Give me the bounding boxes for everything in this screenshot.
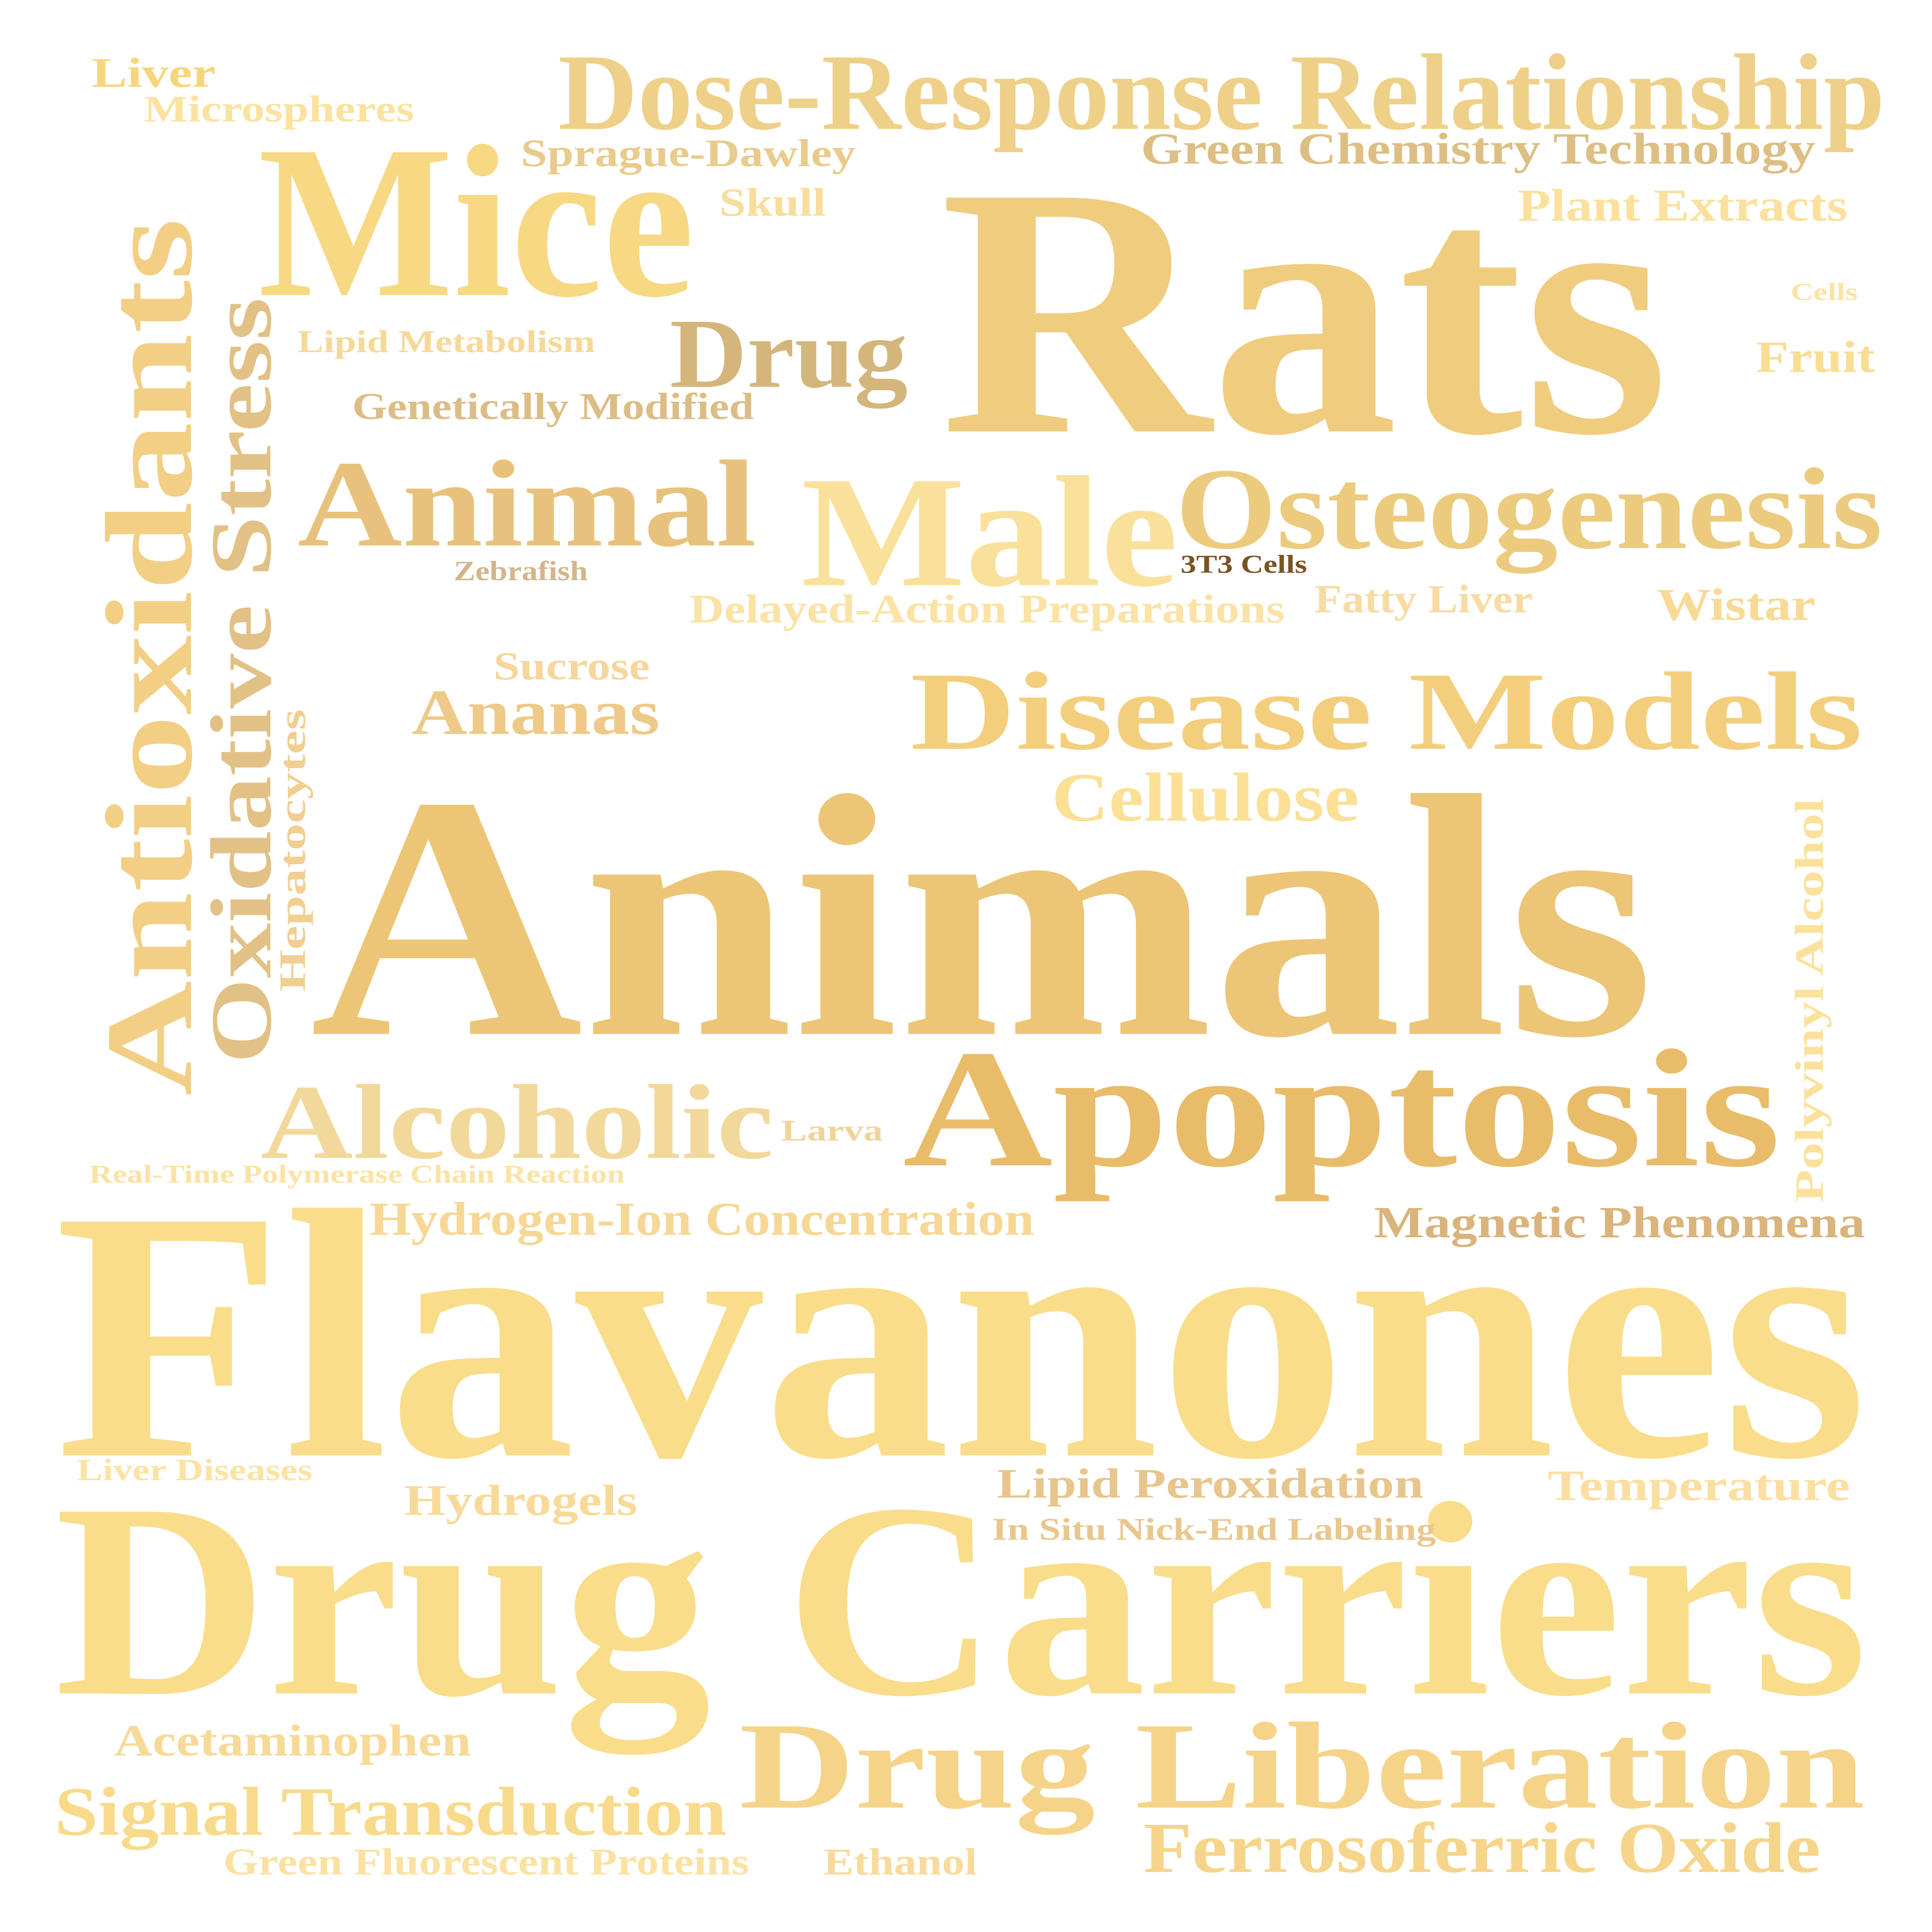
word-osteogenesis: Osteogenesis: [1176, 444, 1882, 574]
word-green-fluorescent-proteins: Green Fluorescent Proteins: [223, 1841, 749, 1883]
word-alcoholic: Alcoholic: [260, 1063, 774, 1181]
word-magnetic-phenomena: Magnetic Phenomena: [1374, 1198, 1865, 1247]
word-zebrafish: Zebrafish: [454, 556, 588, 587]
word-real-time-pcr: Real-Time Polymerase Chain Reaction: [89, 1160, 625, 1189]
word-larva: Larva: [781, 1114, 883, 1147]
word-animals: Animals: [310, 725, 1654, 1109]
word-liver-diseases: Liver Diseases: [77, 1453, 312, 1487]
word-green-chemistry-technology: Green Chemistry Technology: [1141, 124, 1815, 174]
word-ananas: Ananas: [412, 677, 660, 748]
word-skull: Skull: [719, 181, 826, 225]
word-genetically-modified: Genetically Modified: [352, 386, 754, 427]
word-dose-response-relationship: Dose-Response Relationship: [558, 32, 1885, 153]
word-drug-carriers: Drug Carriers: [55, 1447, 1868, 1758]
word-mice: Mice: [258, 101, 694, 343]
word-cellulose: Cellulose: [1052, 759, 1359, 836]
word-oxidative-stress: Oxidative Stress: [193, 298, 289, 1064]
word-cells: Cells: [1791, 278, 1858, 305]
word-temperature: Temperature: [1548, 1462, 1850, 1510]
word-animal: Animal: [298, 435, 756, 573]
word-fruit: Fruit: [1756, 333, 1875, 382]
word-drug: Drug: [670, 299, 908, 409]
word-lipid-metabolism: Lipid Metabolism: [298, 324, 595, 359]
word-hydrogen-ion-concentration: Hydrogen-Ion Concentration: [370, 1193, 1034, 1245]
word-delayed-action-preparations: Delayed-Action Preparations: [689, 586, 1285, 631]
word-wistar: Wistar: [1657, 579, 1815, 630]
word-plant-extracts: Plant Extracts: [1518, 180, 1848, 231]
word-male: Male: [801, 444, 1178, 620]
word-hepatocytes: Hepatocytes: [272, 709, 313, 992]
word-disease-models: Disease Models: [910, 649, 1863, 773]
word-hydrogels: Hydrogels: [404, 1477, 637, 1525]
word-lipid-peroxidation: Lipid Peroxidation: [997, 1460, 1424, 1507]
word-liver: Liver: [92, 50, 216, 96]
word-ethanol: Ethanol: [823, 1841, 977, 1883]
word-fatty-liver: Fatty Liver: [1314, 578, 1533, 621]
word-drug-liberation: Drug Liberation: [739, 1697, 1865, 1835]
word-3t3-cells: 3T3 Cells: [1181, 550, 1307, 579]
word-signal-transduction: Signal Transduction: [55, 1773, 727, 1850]
word-rats: Rats: [940, 113, 1669, 509]
word-apoptosis: Apoptosis: [903, 1015, 1781, 1202]
word-flavanones: Flavanones: [55, 1137, 1868, 1533]
word-microspheres: Microspheres: [144, 89, 414, 130]
word-ferrosoferric-oxide: Ferrosoferric Oxide: [1143, 1809, 1820, 1888]
word-sprague-dawley: Sprague-Dawley: [521, 131, 856, 175]
word-in-situ-nick-end-labeling: In Situ Nick-End Labeling: [992, 1511, 1436, 1547]
word-acetaminophen: Acetaminophen: [114, 1716, 471, 1765]
word-antioxidants: Antioxidants: [81, 218, 218, 1096]
word-sucrose: Sucrose: [494, 645, 650, 688]
word-polyvinyl-alcohol: Polyvinyl Alcohol: [1787, 798, 1832, 1203]
